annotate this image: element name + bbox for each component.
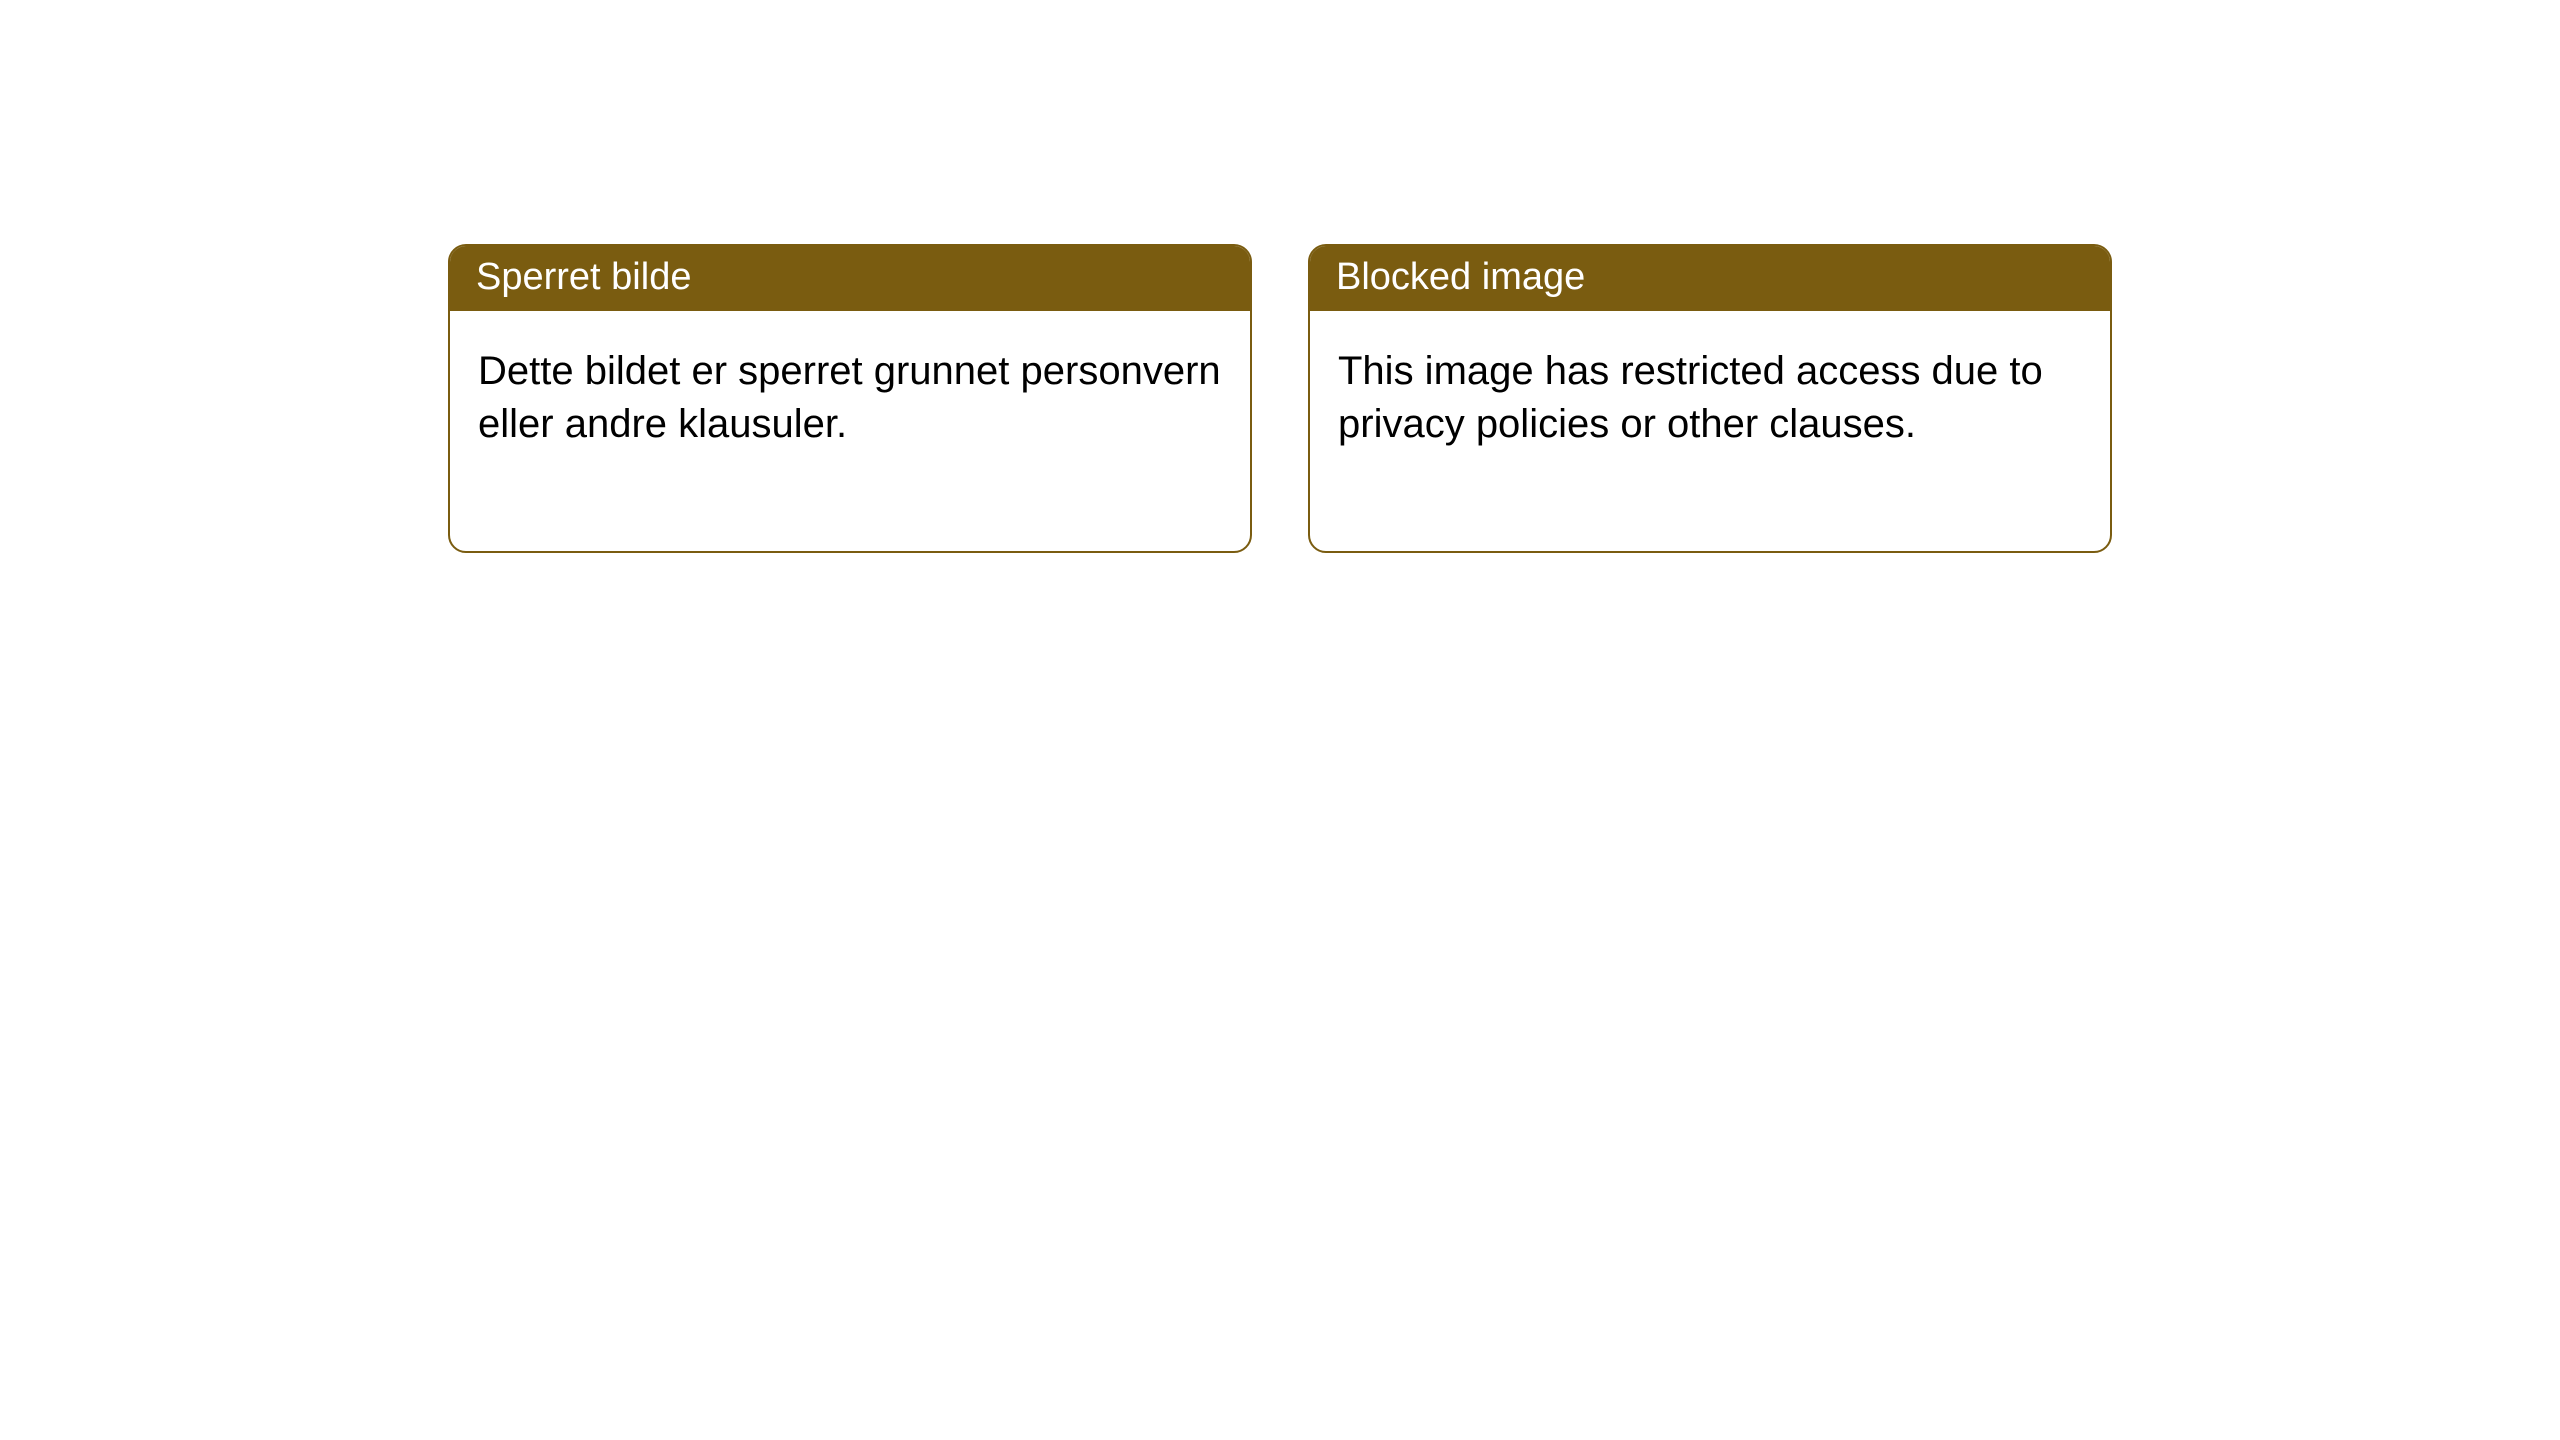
blocked-image-card-en: Blocked image This image has restricted … — [1308, 244, 2112, 553]
card-body: This image has restricted access due to … — [1310, 311, 2110, 551]
blocked-image-card-no: Sperret bilde Dette bildet er sperret gr… — [448, 244, 1252, 553]
card-title: Sperret bilde — [450, 246, 1250, 311]
notice-container: Sperret bilde Dette bildet er sperret gr… — [0, 0, 2560, 553]
card-title: Blocked image — [1310, 246, 2110, 311]
card-body: Dette bildet er sperret grunnet personve… — [450, 311, 1250, 551]
